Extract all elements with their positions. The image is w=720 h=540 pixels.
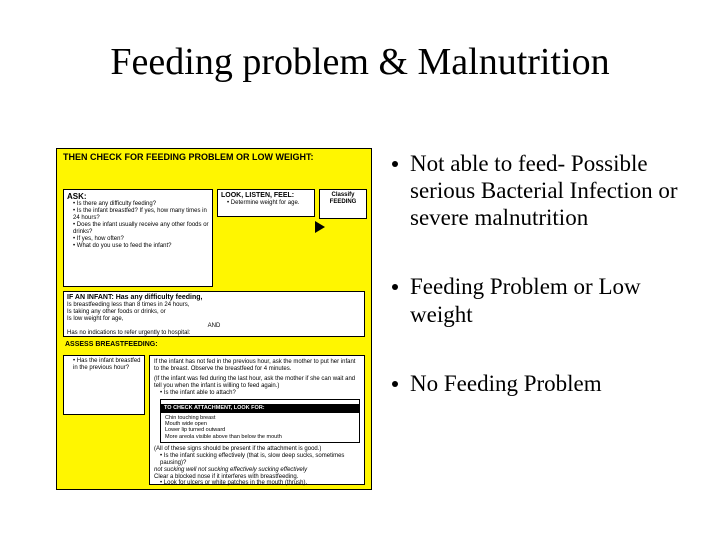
- bullet-item: No Feeding Problem: [392, 370, 692, 397]
- assessment-chart: THEN CHECK FOR FEEDING PROBLEM OR LOW WE…: [56, 148, 372, 490]
- bullet-text: No Feeding Problem: [410, 370, 692, 397]
- check-bar: TO CHECK ATTACHMENT, LOOK FOR:: [161, 404, 359, 412]
- bullet-text: Not able to feed- Possible serious Bacte…: [410, 150, 692, 231]
- ifany-line: Is breastfeeding less than 8 times in 24…: [67, 302, 361, 309]
- look-title: LOOK, LISTEN, FEEL:: [221, 192, 311, 200]
- bf-intro2: (If the infant was fed during the last h…: [154, 376, 360, 390]
- ifany-box: IF AN INFANT: Has any difficulty feeding…: [63, 291, 365, 337]
- bf-able: Is the infant able to attach?: [160, 390, 360, 397]
- bullet-item: Feeding Problem or Low weight: [392, 273, 692, 327]
- bullet-dot: [392, 161, 398, 167]
- ask-item: If yes, how often?: [73, 236, 209, 243]
- bf-suck: Is the infant sucking effectively (that …: [160, 453, 360, 467]
- ask-item: Does the infant usually receive any othe…: [73, 222, 209, 236]
- bf-right-box: If the infant has not fed in the previou…: [149, 355, 365, 485]
- bullet-list: Not able to feed- Possible serious Bacte…: [392, 150, 692, 439]
- ask-title: ASK:: [67, 192, 209, 201]
- bf-allsigns: (All of these signs should be present if…: [154, 446, 360, 453]
- slide-title: Feeding problem & Malnutrition: [0, 40, 720, 84]
- ifany-line: Is taking any other foods or drinks, or: [67, 309, 361, 316]
- bf-ulcers: Look for ulcers or white patches in the …: [160, 480, 360, 487]
- ask-item: What do you use to feed the infant?: [73, 243, 209, 250]
- chart-header: THEN CHECK FOR FEEDING PROBLEM OR LOW WE…: [57, 149, 371, 165]
- classify-box: Classify FEEDING: [319, 189, 367, 219]
- ask-box: ASK: Is there any difficulty feeding? Is…: [63, 189, 213, 287]
- look-item: Determine weight for age.: [227, 200, 311, 207]
- bf-nose: Clear a blocked nose if it interferes wi…: [154, 474, 360, 481]
- bf-left-box: Has the infant breastfed in the previous…: [63, 355, 145, 415]
- ifany-line: AND: [67, 323, 361, 330]
- look-box: LOOK, LISTEN, FEEL: Determine weight for…: [217, 189, 315, 217]
- bullet-dot: [392, 381, 398, 387]
- check-box: TO CHECK ATTACHMENT, LOOK FOR: Chin touc…: [160, 399, 360, 443]
- bf-intro: If the infant has not fed in the previou…: [154, 359, 360, 373]
- ifany-title: IF AN INFANT: Has any difficulty feeding…: [67, 294, 202, 301]
- check-item: More areola visible above than below the…: [165, 434, 355, 440]
- bf-left-item: Has the infant breastfed in the previous…: [73, 358, 141, 372]
- bullet-text: Feeding Problem or Low weight: [410, 273, 692, 327]
- assess-label: ASSESS BREASTFEEDING:: [65, 341, 158, 348]
- ask-item: Is the infant breastfed? If yes, how man…: [73, 208, 209, 222]
- bullet-item: Not able to feed- Possible serious Bacte…: [392, 150, 692, 231]
- ifany-line: Is low weight for age,: [67, 316, 361, 323]
- ifany-line: Has no indications to refer urgently to …: [67, 330, 361, 337]
- bullet-dot: [392, 284, 398, 290]
- bf-suck2: not sucking well not sucking effectively…: [154, 467, 360, 474]
- arrow-icon: [315, 221, 325, 233]
- ask-item: Is there any difficulty feeding?: [73, 201, 209, 208]
